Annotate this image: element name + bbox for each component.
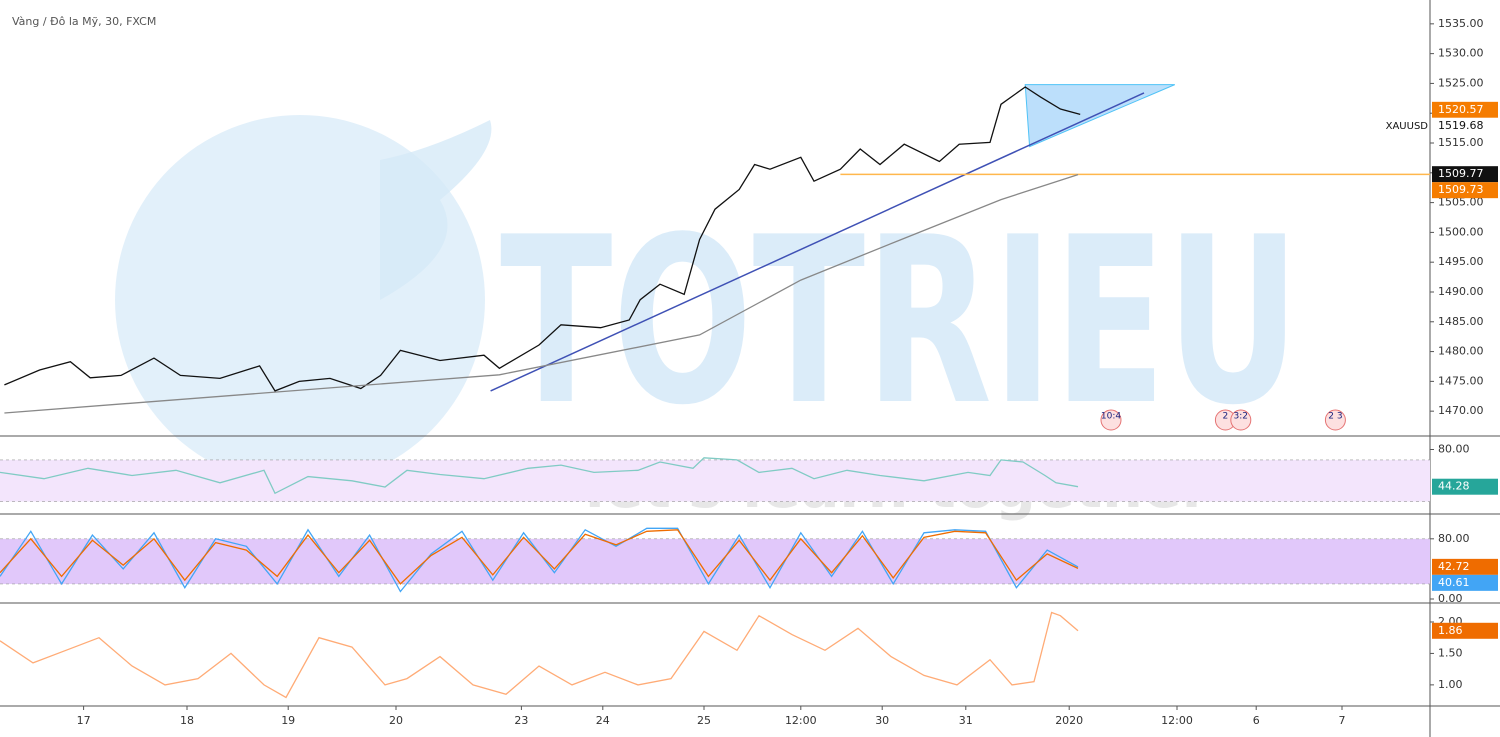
y-tick-label: 1530.00: [1438, 47, 1484, 60]
event-marker: [1324, 409, 1346, 431]
y-tick-label: 1500.00: [1438, 225, 1484, 238]
y-tick-label: 1470.00: [1438, 404, 1484, 417]
pane: 1.001.502.001.86: [0, 611, 1498, 699]
series-line: [4, 86, 1081, 392]
x-tick-label: 7: [1339, 714, 1346, 727]
event-marker: [1230, 409, 1252, 431]
price-label-box: [1432, 101, 1498, 118]
event-label: 10:4: [1101, 412, 1121, 422]
y-tick-label: 1.00: [1438, 678, 1463, 691]
y-tick-label: 1525.00: [1438, 76, 1484, 89]
series-line: [0, 611, 1079, 699]
y-tick-label: 80.00: [1438, 443, 1470, 456]
series-line: [0, 529, 1079, 585]
triangle-drawing: [1024, 84, 1175, 148]
price-label: 1509.73: [1438, 183, 1484, 196]
indicator-band: [0, 459, 1430, 502]
series-line: [4, 173, 1079, 414]
series-line: [0, 457, 1079, 495]
x-tick-label: 6: [1253, 714, 1260, 727]
x-tick-label: 23: [514, 714, 528, 727]
price-label-box: [1432, 166, 1498, 183]
price-label-box: [1432, 574, 1498, 591]
y-tick-label: 1475.00: [1438, 374, 1484, 387]
watermark-brand: TOTRIEU: [500, 189, 1300, 456]
chart-title: Vàng / Đô la Mỹ, 30, FXCM: [12, 15, 156, 28]
price-label: 1519.68: [1438, 119, 1484, 132]
indicator-band: [0, 538, 1430, 584]
x-tick-label: 24: [596, 714, 610, 727]
x-tick-label: 17: [77, 714, 91, 727]
y-tick-label: 1480.00: [1438, 345, 1484, 358]
price-label-box: [1432, 622, 1498, 639]
y-tick-label: 1515.00: [1438, 136, 1484, 149]
x-tick-label: 19: [281, 714, 295, 727]
y-tick-label: 1.50: [1438, 646, 1463, 659]
price-label: 42.72: [1438, 560, 1470, 573]
y-tick-label: 1485.00: [1438, 315, 1484, 328]
x-tick-label: 12:00: [785, 714, 817, 727]
event-label: 2 3: [1328, 412, 1342, 422]
y-tick-label: 1505.00: [1438, 196, 1484, 209]
y-tick-label: 80.00: [1438, 532, 1470, 545]
x-tick-label: 18: [180, 714, 194, 727]
y-tick-label: 0.00: [1438, 592, 1463, 605]
x-tick-label: 31: [959, 714, 973, 727]
x-tick-label: 25: [697, 714, 711, 727]
watermark: TOTRIEU let's learn together: [115, 115, 1300, 522]
price-label-box: [1432, 117, 1498, 134]
price-label: 44.28: [1438, 480, 1470, 493]
event-label: 3:2: [1234, 412, 1248, 422]
event-marker: [1100, 409, 1122, 431]
symbol-label: XAUUSD: [1386, 121, 1429, 132]
price-label: 1509.77: [1438, 167, 1484, 180]
x-tick-label: 12:00: [1161, 714, 1193, 727]
pane: 1470.00 1475.00 1480.00 1485.00 1490.00 1495.…: [4, 17, 1498, 431]
trend-line: [490, 92, 1145, 392]
price-label: 1.86: [1438, 624, 1463, 637]
y-tick-label: 1535.00: [1438, 17, 1484, 30]
x-tick-label: 30: [875, 714, 889, 727]
x-tick-label: 2020: [1055, 714, 1083, 727]
y-tick-label: 1495.00: [1438, 255, 1484, 268]
x-tick-label: 20: [389, 714, 403, 727]
watermark-flame: [380, 120, 492, 300]
price-label-box: [1432, 478, 1498, 495]
price-label: 1520.57: [1438, 103, 1484, 116]
price-label-box: [1432, 558, 1498, 575]
event-label: 2: [1223, 412, 1229, 422]
y-tick-label: 1490.00: [1438, 285, 1484, 298]
pane: 80.00 44.28: [0, 443, 1498, 502]
price-label: 40.61: [1438, 576, 1470, 589]
pane: 0.00 80.00 42.72 40.61: [0, 527, 1498, 605]
price-label-box: [1432, 182, 1498, 199]
